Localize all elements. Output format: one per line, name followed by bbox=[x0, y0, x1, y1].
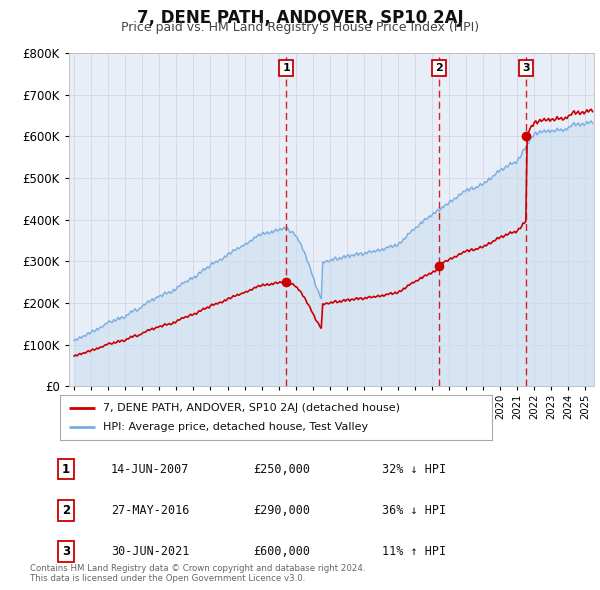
Text: £250,000: £250,000 bbox=[254, 463, 311, 476]
Text: 1: 1 bbox=[62, 463, 70, 476]
Text: 3: 3 bbox=[522, 63, 530, 73]
Text: 36% ↓ HPI: 36% ↓ HPI bbox=[382, 504, 446, 517]
Text: £290,000: £290,000 bbox=[254, 504, 311, 517]
Text: 14-JUN-2007: 14-JUN-2007 bbox=[111, 463, 189, 476]
Text: Price paid vs. HM Land Registry's House Price Index (HPI): Price paid vs. HM Land Registry's House … bbox=[121, 21, 479, 34]
Text: 3: 3 bbox=[62, 545, 70, 558]
Text: 11% ↑ HPI: 11% ↑ HPI bbox=[382, 545, 446, 558]
Text: 1: 1 bbox=[283, 63, 290, 73]
Text: 7, DENE PATH, ANDOVER, SP10 2AJ (detached house): 7, DENE PATH, ANDOVER, SP10 2AJ (detache… bbox=[103, 403, 400, 412]
Text: 30-JUN-2021: 30-JUN-2021 bbox=[111, 545, 189, 558]
Text: £600,000: £600,000 bbox=[254, 545, 311, 558]
Text: HPI: Average price, detached house, Test Valley: HPI: Average price, detached house, Test… bbox=[103, 422, 368, 432]
Text: 2: 2 bbox=[435, 63, 443, 73]
Text: 32% ↓ HPI: 32% ↓ HPI bbox=[382, 463, 446, 476]
Text: Contains HM Land Registry data © Crown copyright and database right 2024.
This d: Contains HM Land Registry data © Crown c… bbox=[30, 563, 365, 583]
Text: 27-MAY-2016: 27-MAY-2016 bbox=[111, 504, 189, 517]
Text: 2: 2 bbox=[62, 504, 70, 517]
Text: 7, DENE PATH, ANDOVER, SP10 2AJ: 7, DENE PATH, ANDOVER, SP10 2AJ bbox=[137, 9, 463, 27]
